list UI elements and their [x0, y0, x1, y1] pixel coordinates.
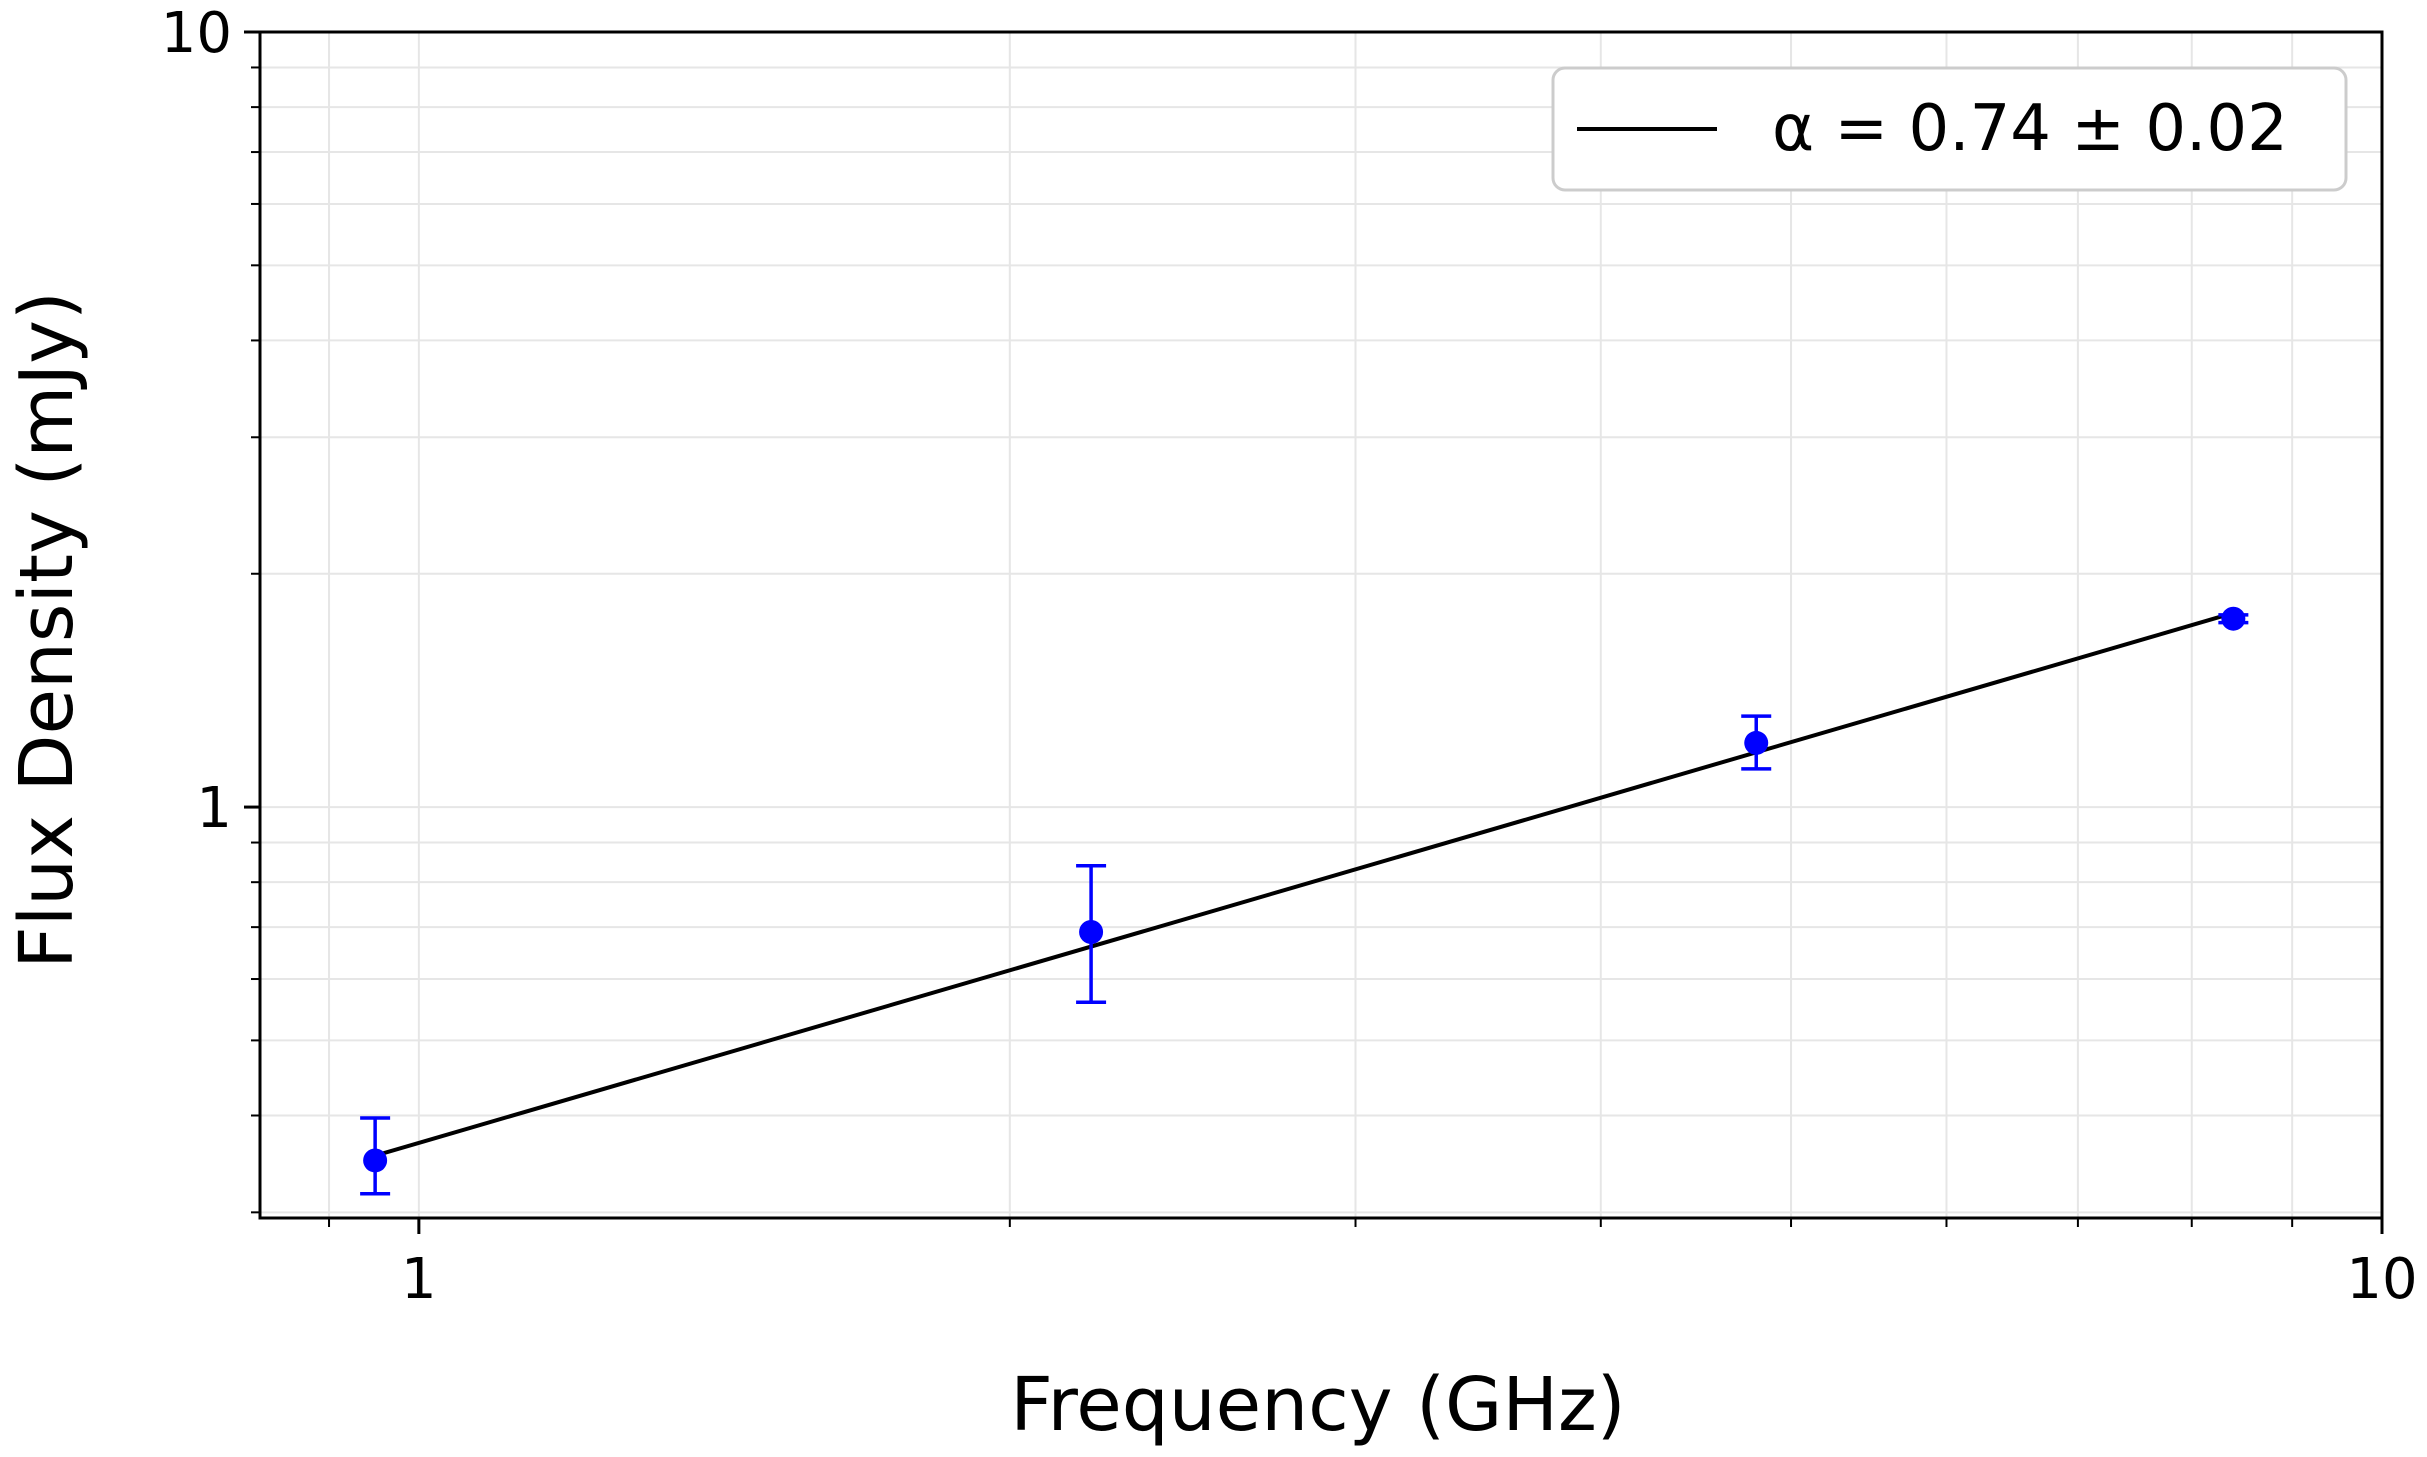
y-tick-label: 10: [161, 1, 232, 66]
fit-line-group: [374, 611, 2234, 1158]
legend: α = 0.74 ± 0.02: [1551, 66, 2348, 192]
x-tick-label: 10: [2346, 1247, 2417, 1312]
plot-frame: [258, 30, 2384, 1220]
point-marker: [1079, 919, 1104, 944]
x-axis-label: Frequency (GHz): [1010, 1362, 1625, 1448]
data-point: [360, 1116, 391, 1196]
tick-labels: 1 10 1 10: [161, 1, 2418, 1312]
y-axis-label: Flux Density (mJy): [4, 291, 90, 969]
y-tick-label: 1: [196, 776, 232, 841]
fit-line: [374, 611, 2234, 1158]
legend-frame: [1551, 66, 2348, 192]
data-points: [360, 606, 2249, 1196]
x-tick-label: 1: [401, 1247, 437, 1312]
legend-label: α = 0.74 ± 0.02: [1772, 92, 2288, 166]
data-point: [1076, 864, 1107, 1004]
data-point: [2218, 606, 2249, 631]
data-point: [1741, 714, 1772, 771]
point-marker: [2221, 606, 2246, 631]
point-marker: [363, 1148, 388, 1173]
point-marker: [1744, 730, 1769, 755]
grid: [260, 31, 2383, 1218]
